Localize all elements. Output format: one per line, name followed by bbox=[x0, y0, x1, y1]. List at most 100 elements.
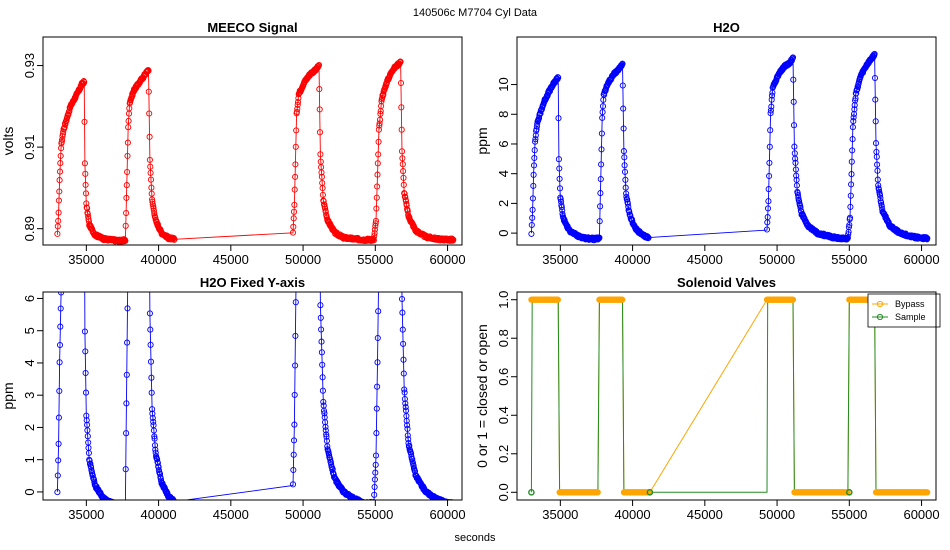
series-line bbox=[56, 292, 442, 500]
data-point bbox=[532, 138, 539, 145]
data-point bbox=[397, 58, 404, 65]
data-point bbox=[309, 131, 314, 136]
data-point bbox=[123, 209, 130, 217]
data-point bbox=[296, 173, 301, 178]
data-point bbox=[150, 418, 157, 425]
data-point bbox=[620, 125, 627, 132]
data-point bbox=[370, 501, 375, 506]
data-point bbox=[118, 503, 123, 508]
data-point bbox=[111, 501, 116, 506]
data-point bbox=[310, 131, 315, 136]
data-point bbox=[393, 123, 398, 128]
data-point bbox=[65, 231, 70, 236]
data-point bbox=[306, 141, 311, 146]
data-point bbox=[318, 169, 325, 176]
data-point bbox=[54, 489, 61, 496]
data-point bbox=[450, 499, 454, 500]
y-tick-label: 0 bbox=[496, 229, 511, 236]
data-point bbox=[291, 201, 298, 208]
data-point bbox=[147, 326, 154, 333]
data-point bbox=[149, 198, 156, 205]
data-point bbox=[295, 192, 300, 197]
data-point bbox=[405, 436, 412, 443]
data-point bbox=[378, 102, 385, 110]
data-point bbox=[848, 158, 855, 165]
data-point bbox=[596, 218, 603, 225]
data-point bbox=[380, 184, 385, 189]
data-point bbox=[136, 157, 141, 162]
data-point bbox=[322, 423, 329, 430]
y-tick-label: 4 bbox=[496, 170, 511, 177]
data-point bbox=[304, 148, 309, 153]
data-point bbox=[402, 194, 409, 201]
bypass-point bbox=[619, 296, 626, 303]
data-point bbox=[450, 501, 455, 506]
data-point bbox=[83, 412, 90, 419]
data-point bbox=[61, 248, 66, 253]
data-point bbox=[317, 302, 324, 309]
data-point bbox=[361, 501, 366, 506]
data-point bbox=[598, 146, 605, 153]
data-point bbox=[399, 155, 406, 162]
data-point bbox=[763, 226, 771, 233]
data-point bbox=[315, 61, 323, 69]
data-point bbox=[393, 124, 398, 129]
data-point bbox=[392, 133, 397, 138]
data-point bbox=[392, 129, 397, 134]
chart-title: Solenoid Valves bbox=[677, 275, 776, 290]
data-point bbox=[393, 126, 398, 131]
data-point bbox=[319, 374, 326, 381]
chart-title: H2O Fixed Y-axis bbox=[200, 275, 305, 290]
y-tick-label: 6 bbox=[22, 295, 37, 302]
data-point bbox=[401, 395, 408, 403]
data-point bbox=[366, 499, 370, 500]
data-point bbox=[388, 149, 393, 154]
data-point bbox=[318, 338, 325, 345]
data-point bbox=[149, 406, 156, 413]
data-point bbox=[91, 478, 98, 485]
data-point bbox=[66, 224, 71, 229]
y-axis-label: ppm bbox=[474, 127, 490, 154]
data-point bbox=[87, 464, 95, 471]
data-point bbox=[400, 370, 407, 377]
data-point bbox=[305, 147, 310, 152]
data-point bbox=[301, 159, 306, 164]
data-point bbox=[55, 217, 62, 224]
data-point bbox=[292, 332, 299, 339]
data-point bbox=[148, 184, 155, 191]
data-point bbox=[848, 181, 855, 188]
plot-area bbox=[528, 50, 931, 244]
solenoid-valves-panel: Solenoid Valves 0 or 1 = closed or open 35… bbox=[474, 275, 941, 522]
data-point bbox=[390, 138, 395, 143]
data-point bbox=[319, 185, 326, 192]
data-point bbox=[555, 115, 562, 122]
data-point bbox=[144, 128, 149, 133]
data-point bbox=[60, 257, 65, 262]
data-point bbox=[366, 501, 371, 506]
data-point bbox=[388, 149, 393, 154]
data-point bbox=[67, 221, 72, 226]
data-point bbox=[79, 164, 84, 169]
data-point bbox=[389, 143, 394, 148]
data-point bbox=[323, 431, 330, 438]
data-point bbox=[122, 466, 129, 473]
meeco-signal-panel: MEECO Signal volts 35000 40000 45000 50000 550… bbox=[0, 20, 466, 267]
data-point bbox=[84, 427, 91, 434]
data-point bbox=[793, 182, 800, 189]
data-point bbox=[394, 120, 399, 125]
y-tick-label: 2 bbox=[22, 424, 37, 431]
data-point bbox=[874, 176, 881, 183]
data-point bbox=[792, 166, 799, 173]
data-point bbox=[354, 497, 361, 500]
data-point bbox=[55, 197, 62, 204]
plot-frame bbox=[42, 291, 463, 501]
data-point bbox=[123, 194, 130, 201]
data-point bbox=[357, 499, 362, 500]
data-point bbox=[321, 410, 328, 417]
data-point bbox=[66, 223, 71, 228]
data-point bbox=[67, 219, 72, 224]
data-point bbox=[145, 88, 152, 95]
data-point bbox=[395, 117, 400, 122]
data-point bbox=[146, 310, 153, 317]
data-point bbox=[397, 79, 405, 87]
